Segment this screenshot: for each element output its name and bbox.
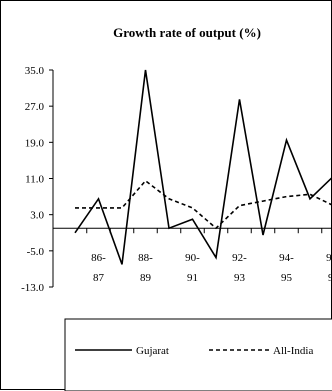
x-tick-label-bottom: 95 [281,272,293,284]
legend-box [64,318,332,391]
x-tick-label-top: 86- [91,252,106,264]
legend: Gujarat All-India [64,318,332,391]
y-tick-label: 19.0 [25,137,45,149]
x-tick-label-top: 90- [185,252,200,264]
legend-label-all-india: All-India [273,345,313,357]
x-tick-label-bottom: 87 [93,272,105,284]
x-tick-label-top: 96- [326,252,332,264]
y-tick-label: 11.0 [25,174,44,186]
legend-label-gujarat: Gujarat [136,345,169,357]
x-tick-label-bottom: 97 [328,272,332,284]
x-tick-label-bottom: 89 [140,272,152,284]
y-tick-label: -13.0 [21,282,44,294]
series-line-all-india [75,179,332,230]
y-tick-label: 35.0 [25,65,45,77]
x-tick-label-top: 94- [279,252,294,264]
y-tick-label: 3.0 [30,210,44,222]
series-line-gujarat [74,69,332,265]
series-layer [74,69,332,265]
x-tick-label-bottom: 91 [187,272,198,284]
y-tick-label: -5.0 [27,246,45,258]
x-tick-label-top: 88- [138,252,153,264]
x-tick-label-top: 92- [232,252,247,264]
y-axis: 35.0 27.0 19.0 11.0 3.0 -5.0 -13.0 [21,65,54,294]
x-tick-label-bottom: 93 [234,272,246,284]
chart-title: Growth rate of output (%) [113,25,261,40]
y-tick-label: 27.0 [25,101,45,113]
